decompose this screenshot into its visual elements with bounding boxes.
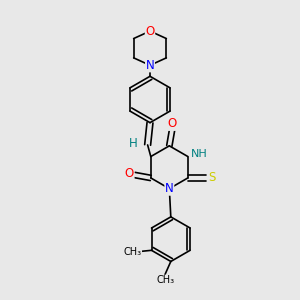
Text: N: N <box>146 59 154 72</box>
Text: CH₃: CH₃ <box>156 275 175 285</box>
Text: O: O <box>146 25 154 38</box>
Text: S: S <box>208 171 215 184</box>
Text: O: O <box>125 167 134 180</box>
Text: NH: NH <box>191 148 208 159</box>
Text: O: O <box>168 117 177 130</box>
Text: CH₃: CH₃ <box>123 248 142 257</box>
Text: H: H <box>129 137 138 150</box>
Text: N: N <box>165 182 174 195</box>
